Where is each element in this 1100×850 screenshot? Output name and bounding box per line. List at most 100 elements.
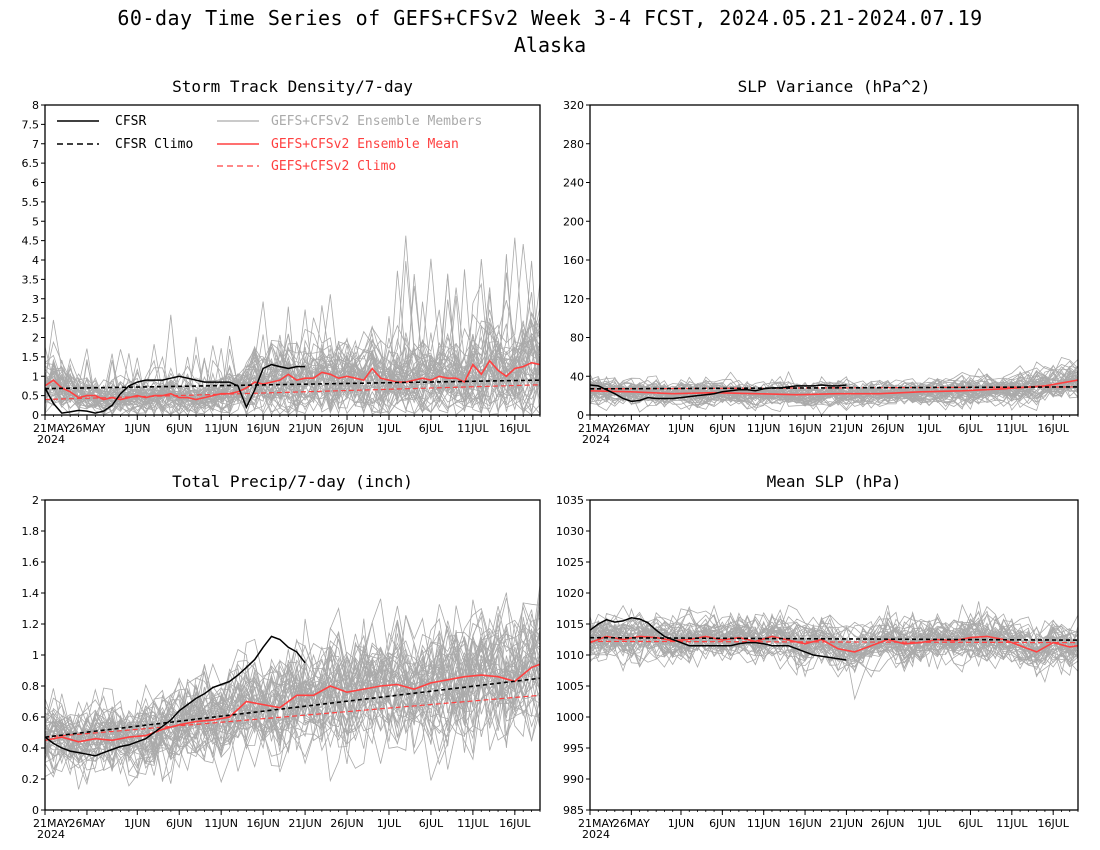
ensemble-member-line [45, 328, 540, 414]
y-tick-label: 1010 [556, 649, 584, 662]
y-tick-label: 240 [563, 177, 584, 190]
x-tick-label: 26JUN [871, 817, 905, 830]
ensemble-member-line [590, 369, 1078, 413]
ensemble-mean-line [590, 379, 1078, 396]
panel-title: Total Precip/7-day (inch) [172, 472, 413, 491]
panel-4: Mean SLP (hPa) 985 990 995 1000 1005 1010 1015 1… [556, 472, 1079, 841]
x-tick-label: 21MAY [33, 817, 70, 830]
y-tick-label: 6 [32, 177, 39, 190]
x-tick-label: 21JUN [830, 422, 864, 435]
y-tick-label: 1 [32, 370, 39, 383]
plot-frame [589, 104, 1079, 416]
y-tick-label: 2 [32, 332, 39, 345]
gefs-climo-line [590, 386, 1078, 390]
x-tick-label: 21MAY [578, 422, 615, 435]
y-tick-label: 6.5 [22, 157, 40, 170]
legend-ens-mean: GEFS+CFSv2 Ensemble Mean [271, 137, 459, 152]
y-tick-label: 1000 [556, 711, 584, 724]
y-tick-label: 0 [32, 409, 39, 422]
y-tick-label: 990 [563, 773, 584, 786]
x-tick-label: 26JUN [330, 817, 364, 830]
x-tick-label: 1JUL [917, 422, 942, 435]
y-tick-label: 80 [570, 332, 584, 345]
y-tick-label: 7.5 [22, 118, 40, 131]
y-tick-label: 1015 [556, 618, 584, 631]
x-tick-label: 16JUN [246, 817, 280, 830]
ensemble-member-line [45, 597, 540, 769]
ensemble-member-line [45, 260, 540, 415]
ensemble-member-line [45, 613, 540, 764]
x-tick-label: 11JUN [204, 422, 238, 435]
y-tick-label: 0.6 [22, 711, 40, 724]
panel-title: Storm Track Density/7-day [172, 77, 413, 96]
ensemble-member-line [590, 606, 1078, 654]
y-tick-label: 3 [32, 293, 39, 306]
x-tick-label: 11JUN [747, 817, 781, 830]
cfsr-climo-line [45, 379, 540, 390]
cfsr-line [590, 617, 847, 661]
figure-title: 60-day Time Series of GEFS+CFSv2 Week 3-… [117, 6, 983, 30]
y-tick-label: 1.4 [22, 587, 40, 600]
panel-title: Mean SLP (hPa) [767, 472, 902, 491]
x-tick-label: 1JUL [377, 817, 402, 830]
y-tick-label: 8 [32, 99, 39, 112]
x-year-label: 2024 [37, 433, 65, 446]
x-tick-label: 11JUN [204, 817, 238, 830]
y-tick-label: 280 [563, 138, 584, 151]
x-tick-label: 1JUN [124, 422, 151, 435]
ensemble-mean-line [45, 663, 540, 743]
x-tick-label: 6JUN [166, 817, 193, 830]
panel-title: SLP Variance (hPa^2) [738, 77, 931, 96]
ensemble-member-line [590, 614, 1078, 666]
y-tick-label: 160 [563, 254, 584, 267]
x-tick-label: 1JUL [917, 817, 942, 830]
cfsr-climo-line [590, 386, 1078, 390]
figure-title-block: 60-day Time Series of GEFS+CFSv2 Week 3-… [0, 4, 1100, 58]
x-tick-label: 11JUL [996, 817, 1028, 830]
plot-area [590, 357, 1078, 415]
y-tick-label: 320 [563, 99, 584, 112]
ensemble-member-line [45, 602, 540, 761]
panel-1: Storm Track Density/7-day 0 0.5 1 1.5 2 2.5 3 3.… [22, 77, 541, 446]
y-tick-label: 2 [32, 494, 39, 507]
ensemble-member-line [590, 617, 1078, 666]
y-tick-label: 1.8 [22, 525, 40, 538]
ensemble-member-line [45, 305, 540, 415]
y-tick-label: 1 [32, 649, 39, 662]
ensemble-member-line [45, 254, 540, 415]
y-tick-label: 5.5 [22, 196, 40, 209]
y-tick-label: 200 [563, 215, 584, 228]
x-tick-label: 6JUL [958, 422, 983, 435]
x-tick-label: 16JUL [499, 422, 531, 435]
y-tick-label: 2.5 [22, 312, 40, 325]
x-tick-label: 6JUN [709, 422, 736, 435]
ensemble-member-line [590, 364, 1078, 399]
plot-area [45, 235, 540, 415]
y-tick-label: 5 [32, 215, 39, 228]
y-tick-label: 0 [32, 804, 39, 817]
y-tick-label: 995 [563, 742, 584, 755]
y-tick-label: 985 [563, 804, 584, 817]
x-tick-label: 6JUN [166, 422, 193, 435]
ensemble-member-line [45, 605, 540, 764]
y-tick-label: 0.2 [22, 773, 40, 786]
x-tick-label: 6JUL [419, 817, 444, 830]
x-tick-label: 26MAY [613, 422, 650, 435]
y-tick-label: 1.5 [22, 351, 40, 364]
y-tick-label: 40 [570, 370, 584, 383]
ensemble-member-line [590, 620, 1078, 671]
ensemble-mean-line [45, 359, 540, 401]
ensemble-member-line [45, 590, 540, 770]
ensemble-member-line [45, 615, 540, 765]
y-tick-label: 1030 [556, 525, 584, 538]
ensemble-member-line [590, 370, 1078, 405]
x-tick-label: 1JUL [377, 422, 402, 435]
x-tick-label: 21MAY [578, 817, 615, 830]
x-tick-label: 26JUN [871, 422, 905, 435]
ensemble-member-line [590, 618, 1078, 659]
x-tick-label: 6JUL [958, 817, 983, 830]
x-tick-label: 1JUN [124, 817, 151, 830]
x-tick-label: 21JUN [288, 817, 322, 830]
x-tick-label: 16JUL [1037, 422, 1069, 435]
